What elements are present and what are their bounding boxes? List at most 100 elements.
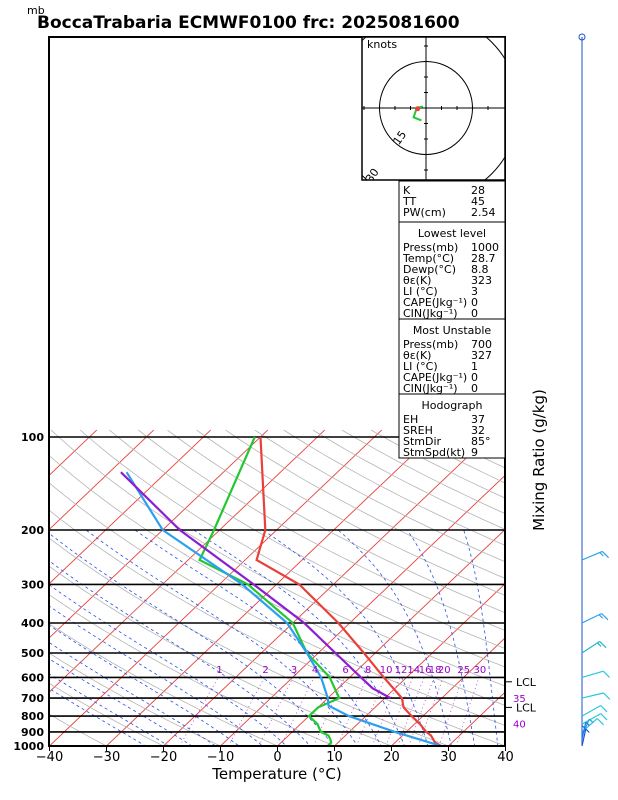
wind-barb xyxy=(581,724,586,743)
dry-adiabat xyxy=(49,509,505,746)
dry-adiabat xyxy=(80,429,505,668)
mixing-ratio-label: 25 xyxy=(457,665,470,676)
pressure-tick-label: 600 xyxy=(21,671,44,684)
index-value: 28.7 xyxy=(471,252,496,265)
mixing-ratio-label: 14 xyxy=(407,665,420,676)
wind-barb xyxy=(581,704,608,717)
index-label: Temp(°C) xyxy=(402,252,454,265)
x-tick-label: 40 xyxy=(497,750,514,765)
dry-adiabat xyxy=(49,537,450,746)
pressure-tick-label: 900 xyxy=(21,726,44,739)
dry-adiabat xyxy=(49,482,505,726)
dry-adiabat xyxy=(49,565,393,746)
index-value: 28 xyxy=(471,184,485,197)
index-value: 85° xyxy=(471,435,491,448)
moist-adiabat xyxy=(337,529,452,746)
dry-adiabat xyxy=(49,682,165,746)
series-parcel-unstable xyxy=(120,471,392,700)
barb-flag xyxy=(602,670,611,678)
isotherm xyxy=(49,429,269,639)
isotherm xyxy=(49,429,326,693)
index-label: Dewp(°C) xyxy=(403,263,456,276)
index-value: 0 xyxy=(471,382,478,395)
x-tick-label: −40 xyxy=(36,750,63,765)
dry-adiabat xyxy=(49,652,222,746)
index-value: 37 xyxy=(471,413,485,426)
wind-barb xyxy=(581,721,590,740)
barb-flag xyxy=(600,713,608,721)
index-label: K xyxy=(403,184,411,197)
wind-barb xyxy=(581,612,609,624)
index-label: CAPE(Jkg⁻¹) xyxy=(403,371,467,384)
barb-flag xyxy=(581,724,586,730)
mixing-ratio-label: 12 xyxy=(395,665,408,676)
index-value: 8.8 xyxy=(471,263,489,276)
dry-adiabat xyxy=(167,429,505,614)
barb-shaft xyxy=(581,728,587,747)
pressure-tick-label: 400 xyxy=(21,617,44,630)
most-unstable-header: Most Unstable xyxy=(413,324,492,337)
moist-adiabat xyxy=(85,529,359,746)
hodograph-inset: knots 153045 xyxy=(361,36,506,181)
barb-top-marker xyxy=(578,33,586,41)
storm-motion-marker xyxy=(415,106,421,112)
hodograph-unit: knots xyxy=(367,38,397,51)
moist-adiabat xyxy=(49,658,193,746)
barb-shaft xyxy=(581,612,602,624)
dry-adiabat xyxy=(49,713,108,746)
lcl-label: LCL xyxy=(516,676,537,689)
x-tick-label: −10 xyxy=(207,750,234,765)
barb-flag xyxy=(599,640,607,649)
mixing-ratio-label: 6 xyxy=(342,665,348,676)
hodograph-trace xyxy=(412,105,424,122)
moist-adiabat xyxy=(49,605,264,746)
wind-barb xyxy=(581,692,611,700)
temperature-axis: −40 −30 −20 −10 0 10 20 30 40 xyxy=(36,746,514,765)
x-tick-label: −20 xyxy=(150,750,177,765)
index-label: PW(cm) xyxy=(403,206,446,219)
index-value: 1 xyxy=(471,360,478,373)
dry-adiabat xyxy=(49,454,505,706)
index-value: 2.54 xyxy=(471,206,496,219)
index-label: TT xyxy=(402,195,417,208)
barb-shaft xyxy=(581,640,601,654)
wind-barb xyxy=(581,640,607,654)
moist-adiabat xyxy=(49,673,170,746)
index-value: 327 xyxy=(471,349,492,362)
barb-shaft xyxy=(581,670,604,678)
barb-shaft xyxy=(581,721,587,740)
index-label: SREH xyxy=(403,424,433,437)
pressure-tick-label: 1000 xyxy=(13,740,44,753)
index-label: CAPE(Jkg⁻¹) xyxy=(403,296,467,309)
moist-adiabat xyxy=(49,584,288,746)
wind-barb xyxy=(581,550,610,561)
chart-title: BoccaTrabaria ECMWF0100 frc: 2025081600 xyxy=(37,13,460,33)
dry-adiabat xyxy=(49,594,336,746)
series-temperature xyxy=(255,436,442,746)
hodograph-stats-header: Hodograph xyxy=(422,399,483,412)
dry-adiabat xyxy=(49,623,279,746)
mixing-ratio-label: 18 xyxy=(429,665,442,676)
barb-flag xyxy=(601,613,609,621)
mixing-ratio-label: 1 xyxy=(216,665,222,676)
pressure-tick-label: 500 xyxy=(21,647,44,660)
mixing-ratio-label: 30 xyxy=(474,665,487,676)
barb-flag xyxy=(599,552,604,557)
pressure-tick-label: 300 xyxy=(21,578,44,591)
dry-adiabat xyxy=(138,429,505,631)
index-label: CIN(Jkg⁻¹) xyxy=(403,307,458,320)
moist-adiabat xyxy=(463,529,499,746)
index-value: 9 xyxy=(471,446,478,459)
index-label: StmSpd(kt) xyxy=(403,446,465,459)
mixing-ratio-label: 10 xyxy=(380,665,393,676)
index-value: 700 xyxy=(471,338,492,351)
x-axis-title: Temperature (°C) xyxy=(211,765,341,783)
barb-flag xyxy=(585,721,590,727)
mixing-ratio-line xyxy=(258,677,294,746)
dry-adiabat xyxy=(196,429,505,596)
